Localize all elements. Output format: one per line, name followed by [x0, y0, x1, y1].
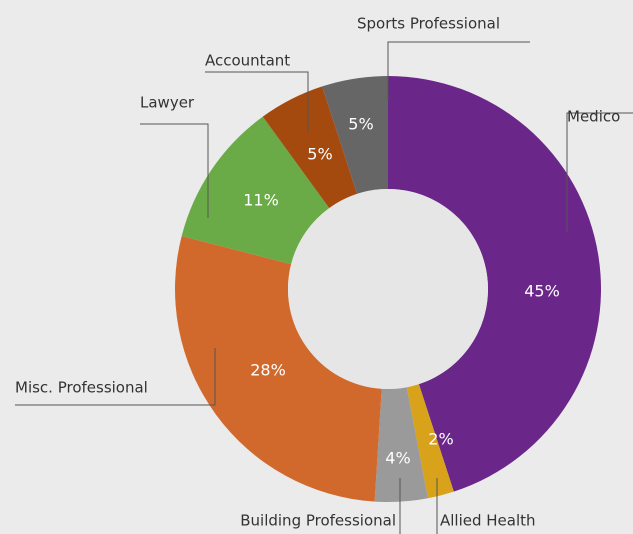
slice: [174, 236, 382, 502]
value-label: 28%: [250, 361, 286, 380]
category-label: Building Professional: [240, 512, 396, 530]
slice: [322, 76, 388, 194]
slice: [406, 384, 454, 499]
category-label: Accountant: [205, 52, 290, 70]
value-label: 45%: [524, 282, 560, 301]
leader-line: [15, 348, 216, 406]
category-label: Lawyer: [140, 94, 195, 112]
value-label: 5%: [307, 145, 332, 164]
category-label: Medico: [567, 108, 620, 126]
slice: [388, 76, 602, 492]
donut-hole: [288, 189, 488, 389]
category-label: Sports Professional: [357, 15, 500, 33]
slice: [181, 116, 330, 265]
value-label: 4%: [385, 449, 410, 468]
slice: [262, 86, 358, 209]
category-label: Misc. Professional: [15, 379, 148, 397]
leader-line: [205, 71, 309, 132]
leader-line: [387, 41, 530, 100]
value-label: 2%: [428, 430, 453, 449]
value-label: 11%: [243, 191, 279, 210]
leader-line: [140, 123, 209, 218]
value-label: 5%: [348, 115, 373, 134]
leader-line: [566, 112, 633, 232]
slice: [374, 387, 428, 502]
category-label: Allied Health: [440, 512, 536, 530]
